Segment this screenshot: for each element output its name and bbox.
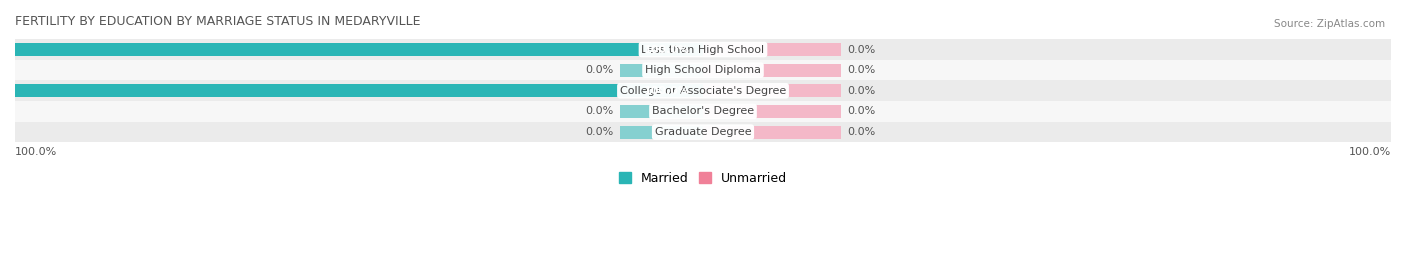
Legend: Married, Unmarried: Married, Unmarried <box>614 168 792 189</box>
Text: FERTILITY BY EDUCATION BY MARRIAGE STATUS IN MEDARYVILLE: FERTILITY BY EDUCATION BY MARRIAGE STATU… <box>15 15 420 28</box>
Text: High School Diploma: High School Diploma <box>645 65 761 75</box>
Bar <box>703 105 841 118</box>
Bar <box>703 84 841 97</box>
Text: 0.0%: 0.0% <box>848 86 876 96</box>
Bar <box>15 84 703 97</box>
Text: Graduate Degree: Graduate Degree <box>655 127 751 137</box>
Bar <box>15 39 1391 60</box>
Text: Less than High School: Less than High School <box>641 45 765 55</box>
Bar <box>15 43 703 56</box>
Bar <box>15 122 1391 142</box>
Bar <box>15 60 1391 80</box>
Bar <box>620 64 703 77</box>
Text: 100.0%: 100.0% <box>1348 147 1391 157</box>
Bar <box>703 43 841 56</box>
Text: 0.0%: 0.0% <box>848 107 876 116</box>
Bar <box>620 105 703 118</box>
Text: 0.0%: 0.0% <box>848 127 876 137</box>
Text: 100.0%: 100.0% <box>15 147 58 157</box>
Text: College or Associate's Degree: College or Associate's Degree <box>620 86 786 96</box>
Bar <box>703 126 841 139</box>
Bar <box>15 101 1391 122</box>
Text: 100.0%: 100.0% <box>643 86 689 96</box>
Text: 0.0%: 0.0% <box>848 45 876 55</box>
Text: 100.0%: 100.0% <box>643 45 689 55</box>
Bar <box>15 80 1391 101</box>
Text: 0.0%: 0.0% <box>848 65 876 75</box>
Bar <box>703 64 841 77</box>
Text: Source: ZipAtlas.com: Source: ZipAtlas.com <box>1274 19 1385 29</box>
Text: 0.0%: 0.0% <box>585 65 613 75</box>
Text: 0.0%: 0.0% <box>585 107 613 116</box>
Bar <box>620 126 703 139</box>
Text: Bachelor's Degree: Bachelor's Degree <box>652 107 754 116</box>
Text: 0.0%: 0.0% <box>585 127 613 137</box>
